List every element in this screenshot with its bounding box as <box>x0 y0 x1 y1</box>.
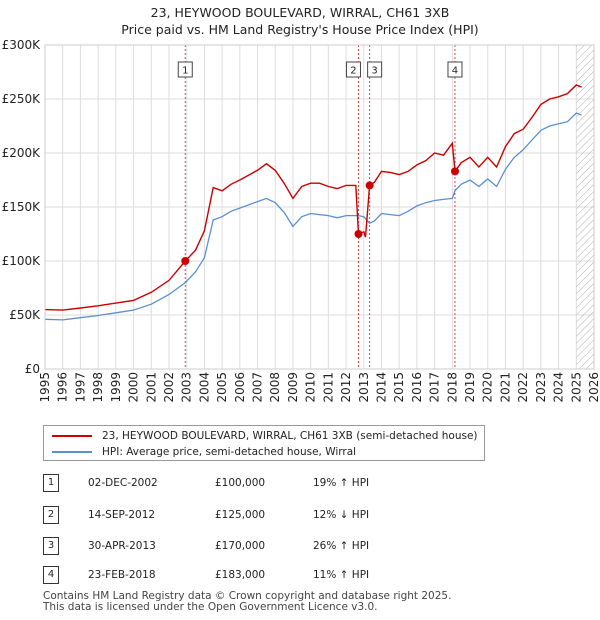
sale-date: 30-APR-2013 <box>88 540 156 552</box>
x-tick-label: 2019 <box>463 372 477 403</box>
property-series-line <box>44 84 582 311</box>
x-tick-label: 2003 <box>180 372 194 403</box>
x-tick-label: 2025 <box>569 372 583 403</box>
y-tick-label: £150K <box>2 200 42 214</box>
x-tick-label: 2008 <box>268 372 282 403</box>
x-tick-label: 2018 <box>445 372 459 403</box>
x-tick-label: 1995 <box>38 372 52 403</box>
y-tick-label: £250K <box>2 92 42 106</box>
x-tick-label: 2021 <box>498 372 512 403</box>
sale-number-badge: 1 <box>43 474 59 492</box>
x-tick-label: 1998 <box>91 372 105 403</box>
x-tick-label: 1999 <box>109 372 123 403</box>
legend: 23, HEYWOOD BOULEVARD, WIRRAL, CH61 3XB … <box>43 425 485 461</box>
y-tick-label: £0 <box>25 362 40 376</box>
sale-hpi-diff: 19% ↑ HPI <box>313 477 370 489</box>
sale-label-box <box>345 61 361 78</box>
x-tick-label: 2012 <box>339 372 353 403</box>
sale-markers <box>181 167 459 265</box>
sale-marker <box>181 257 190 265</box>
price-chart: 1 2 3 4 £0 £50K £100K £150K £200K £250K £300K 199… <box>2 38 600 403</box>
sale-price: £125,000 <box>215 509 266 521</box>
x-tick-label: 2016 <box>410 372 424 403</box>
y-axis: £0 £50K £100K £150K £200K £250K £300K <box>2 38 42 376</box>
x-tick-label: 2007 <box>251 372 265 403</box>
x-tick-label: 2000 <box>127 372 141 403</box>
sale-label-text: 3 <box>371 66 377 77</box>
y-tick-label: £200K <box>2 146 42 160</box>
legend-swatch-hpi <box>52 451 92 453</box>
grid <box>44 44 595 370</box>
x-tick-label: 2024 <box>552 372 566 403</box>
footer: Contains HM Land Registry data © Crown c… <box>43 591 451 613</box>
sale-price: £100,000 <box>215 477 266 489</box>
sale-hpi-diff: 11% ↑ HPI <box>313 569 370 581</box>
sale-number-badge: 3 <box>43 537 59 555</box>
title-line-2: Price paid vs. HM Land Registry's House … <box>121 22 479 37</box>
x-tick-label: 2006 <box>233 372 247 403</box>
sale-hpi-diff: 26% ↑ HPI <box>313 540 370 552</box>
sale-label-text: 2 <box>350 66 356 77</box>
sale-number-badge: 4 <box>43 566 59 584</box>
footer-line-2: This data is licensed under the Open Gov… <box>43 601 378 613</box>
x-tick-label: 2010 <box>304 372 318 403</box>
legend-label-property: 23, HEYWOOD BOULEVARD, WIRRAL, CH61 3XB … <box>102 430 478 442</box>
x-axis: 1995 1996 1997 1998 1999 2000 2001 2002 2003 2004… <box>38 372 600 403</box>
legend-label-hpi: HPI: Average price, semi-detached house,… <box>102 446 357 458</box>
x-tick-label: 2009 <box>286 372 300 403</box>
y-tick-label: £100K <box>2 254 42 268</box>
x-tick-label: 2004 <box>197 372 211 403</box>
x-tick-label: 1997 <box>73 372 87 403</box>
hpi-series-line <box>44 112 582 321</box>
footer-line-1: Contains HM Land Registry data © Crown c… <box>43 590 452 602</box>
x-tick-label: 2023 <box>534 372 548 403</box>
sale-label-text: 4 <box>452 66 458 77</box>
x-tick-label: 2015 <box>392 372 406 403</box>
x-tick-label: 2005 <box>215 372 229 403</box>
x-tick-label: 2013 <box>357 372 371 403</box>
sale-marker <box>354 230 363 238</box>
x-tick-label: 2020 <box>481 372 495 403</box>
sale-marker <box>365 181 374 190</box>
x-tick-label: 2001 <box>144 372 158 403</box>
x-tick-label: 2022 <box>516 372 530 403</box>
x-tick-label: 2011 <box>321 372 335 403</box>
chart-title: 23, HEYWOOD BOULEVARD, WIRRAL, CH61 3XB … <box>0 4 600 38</box>
sale-vlines <box>184 45 456 369</box>
title-line-1: 23, HEYWOOD BOULEVARD, WIRRAL, CH61 3XB <box>150 5 450 20</box>
plot-border <box>44 44 595 370</box>
sale-labels: 1 2 3 4 <box>177 61 463 78</box>
x-tick-label: 2014 <box>374 372 388 403</box>
y-tick-label: £300K <box>2 38 42 52</box>
x-tick-label: 2017 <box>428 372 442 403</box>
y-tick-label: £50K <box>9 308 41 322</box>
sale-date: 02-DEC-2002 <box>88 477 158 489</box>
legend-swatch-property <box>52 435 92 437</box>
sale-hpi-diff: 12% ↓ HPI <box>313 509 370 521</box>
forecast-hatch-area <box>576 45 594 369</box>
x-tick-label: 2002 <box>162 372 176 403</box>
sale-label-text: 1 <box>182 66 188 77</box>
sale-label-box <box>177 61 193 78</box>
sale-label-box <box>367 61 383 78</box>
sale-date: 23-FEB-2018 <box>88 569 156 581</box>
sale-date: 14-SEP-2012 <box>88 509 156 521</box>
sale-label-box <box>447 61 463 78</box>
sale-price: £183,000 <box>215 569 266 581</box>
x-tick-label: 1996 <box>56 372 70 403</box>
sale-marker <box>450 167 459 176</box>
x-tick-label: 2026 <box>587 372 600 403</box>
sale-number-badge: 2 <box>43 506 59 524</box>
sale-price: £170,000 <box>215 540 266 552</box>
